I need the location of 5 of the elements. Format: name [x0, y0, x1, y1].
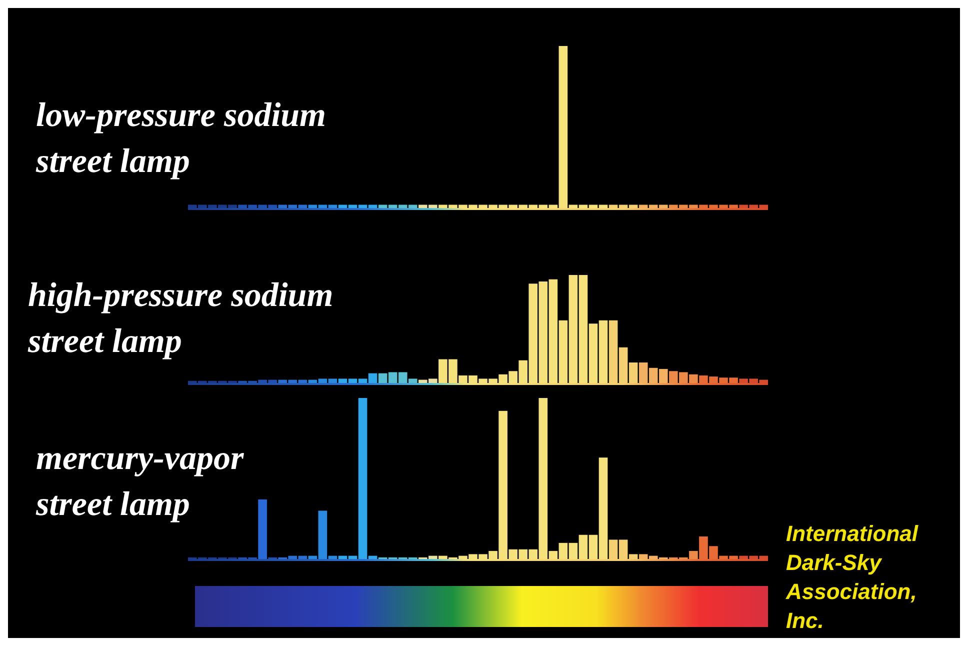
- text: mercury-vapor street lamp: [35, 440, 245, 523]
- text: low-pressure sodium street lamp: [35, 97, 326, 180]
- text: high-pressure sodium street lamp: [27, 277, 334, 360]
- bar: [258, 499, 267, 559]
- text: International Dark-Sky Association, Inc.: [785, 521, 919, 633]
